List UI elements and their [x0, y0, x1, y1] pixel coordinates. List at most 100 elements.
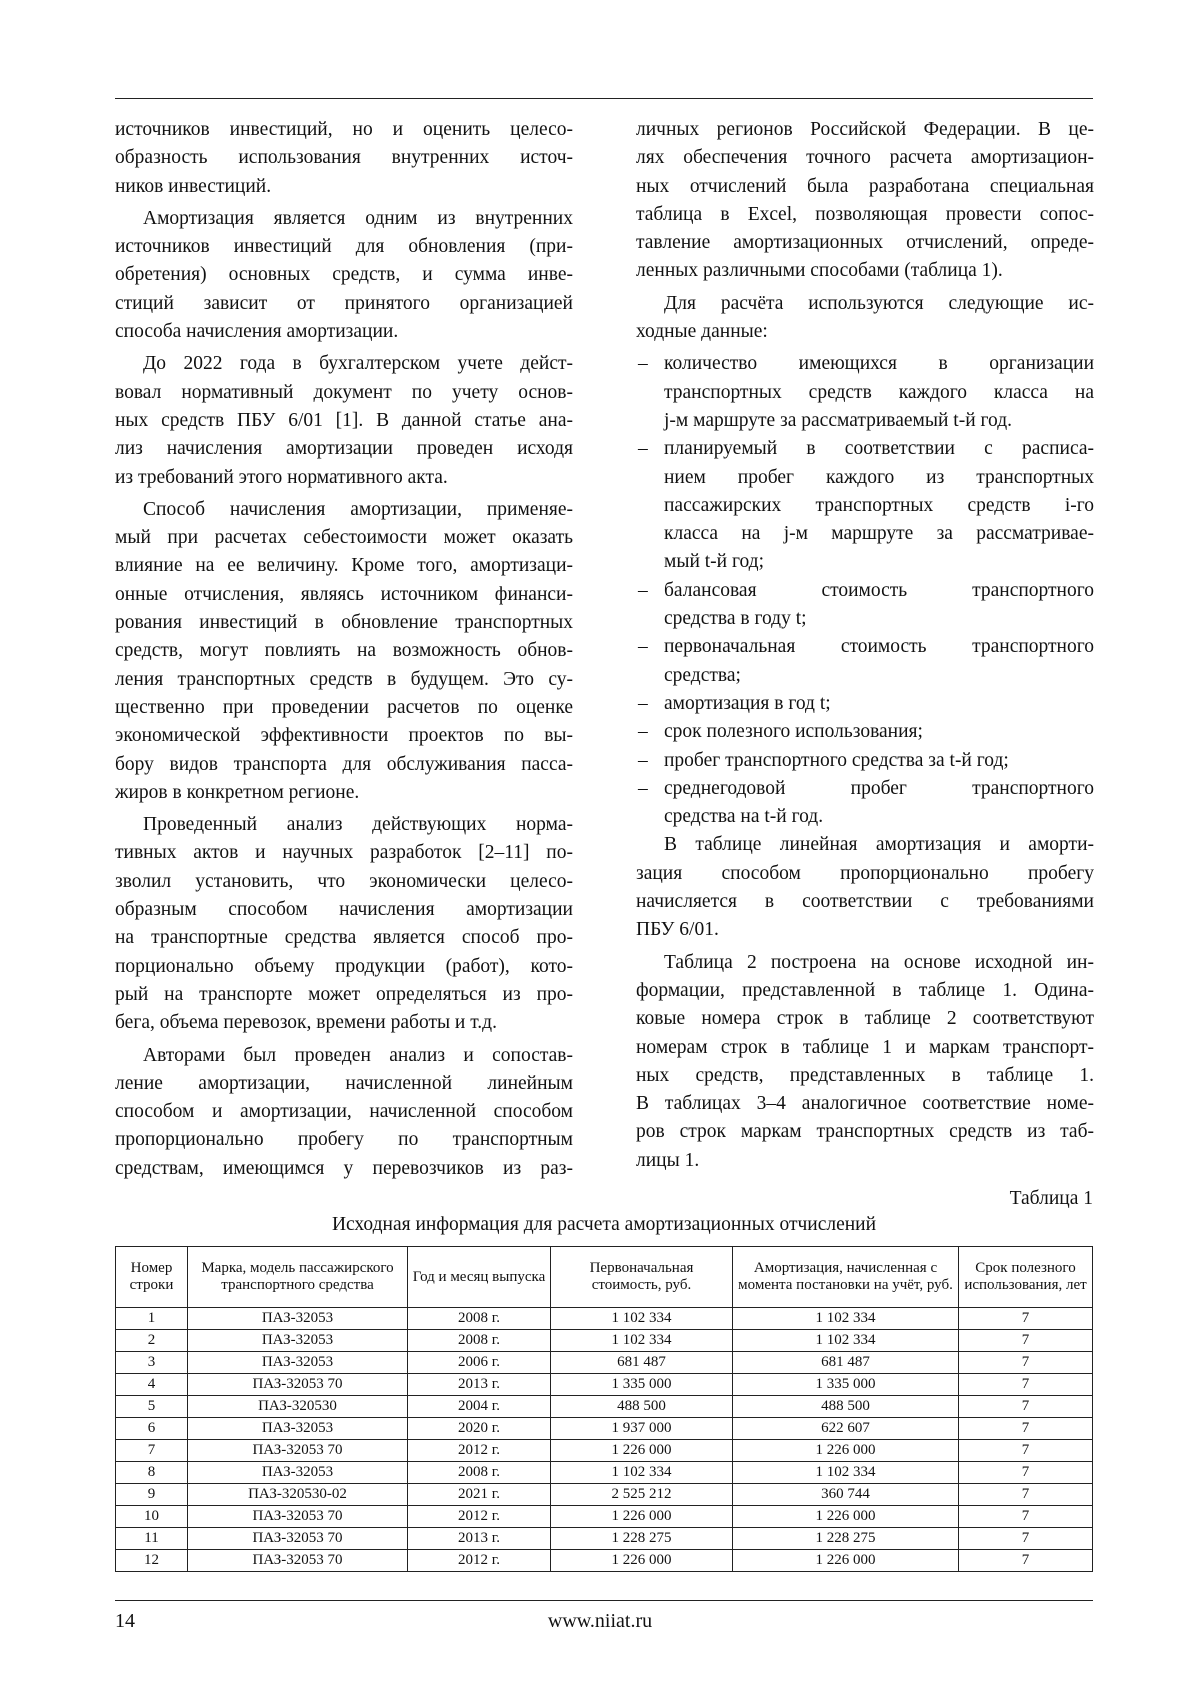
table-cell: 2008 г.: [408, 1308, 551, 1330]
column-header: Срок полезного использования, лет: [959, 1247, 1093, 1308]
text-line: ников инвестиций.: [115, 173, 573, 201]
text-line: ления транспортных средств в будущем. Эт…: [115, 666, 573, 694]
table-cell: 2008 г.: [408, 1330, 551, 1352]
text-line: среднегодовой пробег транспортного: [664, 775, 1094, 803]
table-title: Исходная информация для расчета амортиза…: [115, 1214, 1093, 1236]
text-line: бору видов транспорта для обслуживания п…: [115, 751, 573, 779]
text-line: способом и амортизации, начисленной спос…: [115, 1098, 573, 1126]
text-line: средствам, имеющимся у перевозчиков из р…: [115, 1155, 573, 1183]
dash-bullet: –: [638, 775, 648, 803]
text-line: пробег транспортного средства за t-й год…: [664, 747, 1094, 775]
table-cell: 681 487: [551, 1352, 733, 1374]
text-line: лиз начисления амортизации проведен исхо…: [115, 435, 573, 463]
footer-rule: [115, 1600, 1093, 1601]
text-line: лях обеспечения точного расчета амортиза…: [636, 144, 1094, 172]
table-cell: ПАЗ-32053 70: [188, 1506, 408, 1528]
text-line: влияние на ее величину. Кроме того, амор…: [115, 552, 573, 580]
table-cell: 1 226 000: [551, 1506, 733, 1528]
table-row: 9ПАЗ-320530-022021 г.2 525 212360 7447: [116, 1484, 1093, 1506]
text-line: ПБУ 6/01.: [636, 916, 1094, 944]
text-line: лицы 1.: [636, 1147, 1094, 1175]
table-cell: 5: [116, 1396, 188, 1418]
table-cell: ПАЗ-32053 70: [188, 1440, 408, 1462]
table-cell: 1 226 000: [733, 1440, 959, 1462]
table-cell: 2021 г.: [408, 1484, 551, 1506]
paragraph: источников инвестиций, но и оценить целе…: [115, 116, 573, 201]
table-cell: 488 500: [733, 1396, 959, 1418]
table-cell: ПАЗ-32053: [188, 1308, 408, 1330]
list-item: –амортизация в год t;: [636, 690, 1094, 718]
table-cell: 1 937 000: [551, 1418, 733, 1440]
table-cell: 7: [959, 1506, 1093, 1528]
text-line: начисляется в соответствии с требованиям…: [636, 888, 1094, 916]
text-line: ров строк маркам транспортных средств из…: [636, 1118, 1094, 1146]
table-cell: 488 500: [551, 1396, 733, 1418]
table-row: 4ПАЗ-32053 702013 г.1 335 0001 335 0007: [116, 1374, 1093, 1396]
list-item: –планируемый в соответствии с расписа-ни…: [636, 435, 1094, 576]
table-cell: 10: [116, 1506, 188, 1528]
text-line: бега, объема перевозок, времени работы и…: [115, 1009, 573, 1037]
dash-bullet: –: [638, 690, 648, 718]
text-line: балансовая стоимость транспортного: [664, 577, 1094, 605]
table-cell: 2020 г.: [408, 1418, 551, 1440]
text-line: транспортных средств каждого класса на: [664, 379, 1094, 407]
table-cell: 1: [116, 1308, 188, 1330]
column-header: Амортизация, начисленная с момента поста…: [733, 1247, 959, 1308]
table-cell: 1 335 000: [733, 1374, 959, 1396]
table-cell: 2013 г.: [408, 1374, 551, 1396]
table-row: 11ПАЗ-32053 702013 г.1 228 2751 228 2757: [116, 1528, 1093, 1550]
text-line: мый при расчетах себестоимости может ока…: [115, 524, 573, 552]
text-line: Таблица 2 построена на основе исходной и…: [636, 949, 1094, 977]
text-line: ление амортизации, начисленной линейным: [115, 1070, 573, 1098]
table-cell: 6: [116, 1418, 188, 1440]
text-line: В таблице линейная амортизация и аморти-: [636, 831, 1094, 859]
text-line: онные отчисления, являясь источником фин…: [115, 581, 573, 609]
text-line: планируемый в соответствии с расписа-: [664, 435, 1094, 463]
table-cell: 1 335 000: [551, 1374, 733, 1396]
text-line: номерам строк в таблице 1 и маркам транс…: [636, 1034, 1094, 1062]
table-cell: 9: [116, 1484, 188, 1506]
text-line: срок полезного использования;: [664, 718, 1094, 746]
text-line: источников инвестиций, но и оценить целе…: [115, 116, 573, 144]
table-cell: ПАЗ-32053: [188, 1352, 408, 1374]
paragraph: Таблица 2 построена на основе исходной и…: [636, 949, 1094, 1175]
table-cell: ПАЗ-320530: [188, 1396, 408, 1418]
table-cell: 1 102 334: [733, 1330, 959, 1352]
table-cell: 7: [959, 1308, 1093, 1330]
table-cell: 2013 г.: [408, 1528, 551, 1550]
text-line: первоначальная стоимость транспортного: [664, 633, 1094, 661]
table-row: 3ПАЗ-320532006 г.681 487681 4877: [116, 1352, 1093, 1374]
table-cell: 7: [959, 1484, 1093, 1506]
table-row: 7ПАЗ-32053 702012 г.1 226 0001 226 0007: [116, 1440, 1093, 1462]
dash-bullet: –: [638, 718, 648, 746]
text-line: До 2022 года в бухгалтерском учете дейст…: [115, 350, 573, 378]
table-cell: 7: [959, 1330, 1093, 1352]
text-line: пассажирских транспортных средств i-го: [664, 492, 1094, 520]
table-row: 2ПАЗ-320532008 г.1 102 3341 102 3347: [116, 1330, 1093, 1352]
table-cell: 4: [116, 1374, 188, 1396]
table-cell: 681 487: [733, 1352, 959, 1374]
paragraph: Способ начисления амортизации, применяе-…: [115, 496, 573, 807]
text-line: стиций зависит от принятого организацией: [115, 290, 573, 318]
table-cell: 1 226 000: [551, 1440, 733, 1462]
header-rule: [115, 98, 1093, 99]
text-line: Амортизация является одним из внутренних: [115, 205, 573, 233]
table-cell: 1 102 334: [733, 1462, 959, 1484]
text-line: рования инвестиций в обновление транспор…: [115, 609, 573, 637]
table-cell: 7: [959, 1396, 1093, 1418]
text-line: зволил установить, что экономически целе…: [115, 868, 573, 896]
list-item: –количество имеющихся в организациитранс…: [636, 350, 1094, 435]
table-cell: 360 744: [733, 1484, 959, 1506]
text-line: щественно при проведении расчетов по оце…: [115, 694, 573, 722]
table-cell: ПАЗ-32053 70: [188, 1374, 408, 1396]
table-cell: 2008 г.: [408, 1462, 551, 1484]
table-cell: 12: [116, 1550, 188, 1572]
text-line: ных отчислений была разработана специаль…: [636, 173, 1094, 201]
list-item: –балансовая стоимость транспортногосредс…: [636, 577, 1094, 634]
paragraph: Амортизация является одним из внутренних…: [115, 205, 573, 346]
paragraph: До 2022 года в бухгалтерском учете дейст…: [115, 350, 573, 491]
column-header: Год и месяц выпуска: [408, 1247, 551, 1308]
text-line: класса на j-м маршруте за рассматривае-: [664, 520, 1094, 548]
text-line: амортизация в год t;: [664, 690, 1094, 718]
text-line: образным способом начисления амортизации: [115, 896, 573, 924]
